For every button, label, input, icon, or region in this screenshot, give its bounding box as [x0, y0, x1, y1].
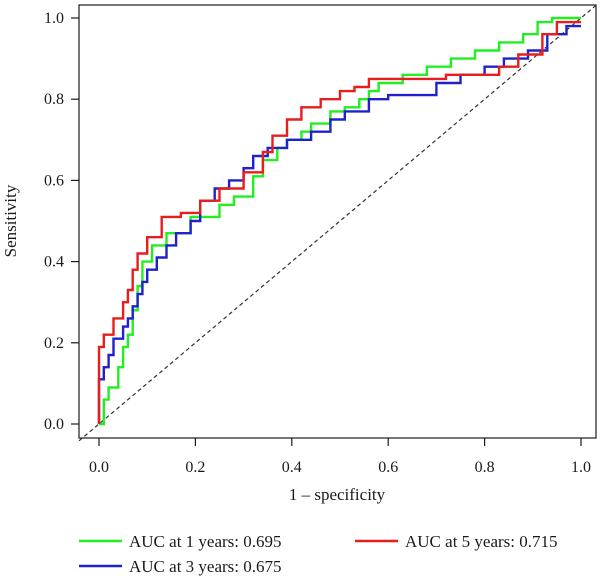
x-tick-label: 0.2	[185, 459, 205, 476]
y-tick-label: 0.0	[44, 416, 64, 433]
reference-diagonal	[78, 4, 597, 442]
y-tick-label: 0.4	[44, 254, 64, 271]
x-tick-label: 0.8	[475, 459, 495, 476]
y-tick-label: 1.0	[44, 10, 64, 27]
axes: 0.0 0.2 0.4 0.6 0.8 1.0 0.0 0.2 0.4 0.6 0.8 1.0	[44, 10, 591, 476]
x-tick-label: 0.6	[378, 459, 398, 476]
legend: AUC at 1 years: 0.695 AUC at 3 years: 0.…	[79, 532, 558, 576]
legend-label-5yr: AUC at 5 years: 0.715	[405, 532, 558, 551]
x-tick-label: 0.0	[89, 459, 109, 476]
y-tick-label: 0.6	[44, 172, 64, 189]
y-tick-label: 0.8	[44, 91, 64, 108]
x-tick-label: 1.0	[571, 459, 591, 476]
plot-content	[78, 4, 597, 442]
x-axis-title: 1 – specificity	[289, 485, 386, 504]
y-axis-title: Sensitivity	[1, 184, 20, 257]
legend-label-3yr: AUC at 3 years: 0.675	[129, 557, 282, 576]
x-tick-label: 0.4	[282, 459, 302, 476]
legend-label-1yr: AUC at 1 years: 0.695	[129, 532, 282, 551]
plot-frame	[78, 4, 597, 439]
y-tick-label: 0.2	[44, 335, 64, 352]
roc-line-5yr	[97, 20, 581, 424]
roc-line-3yr	[97, 24, 581, 424]
